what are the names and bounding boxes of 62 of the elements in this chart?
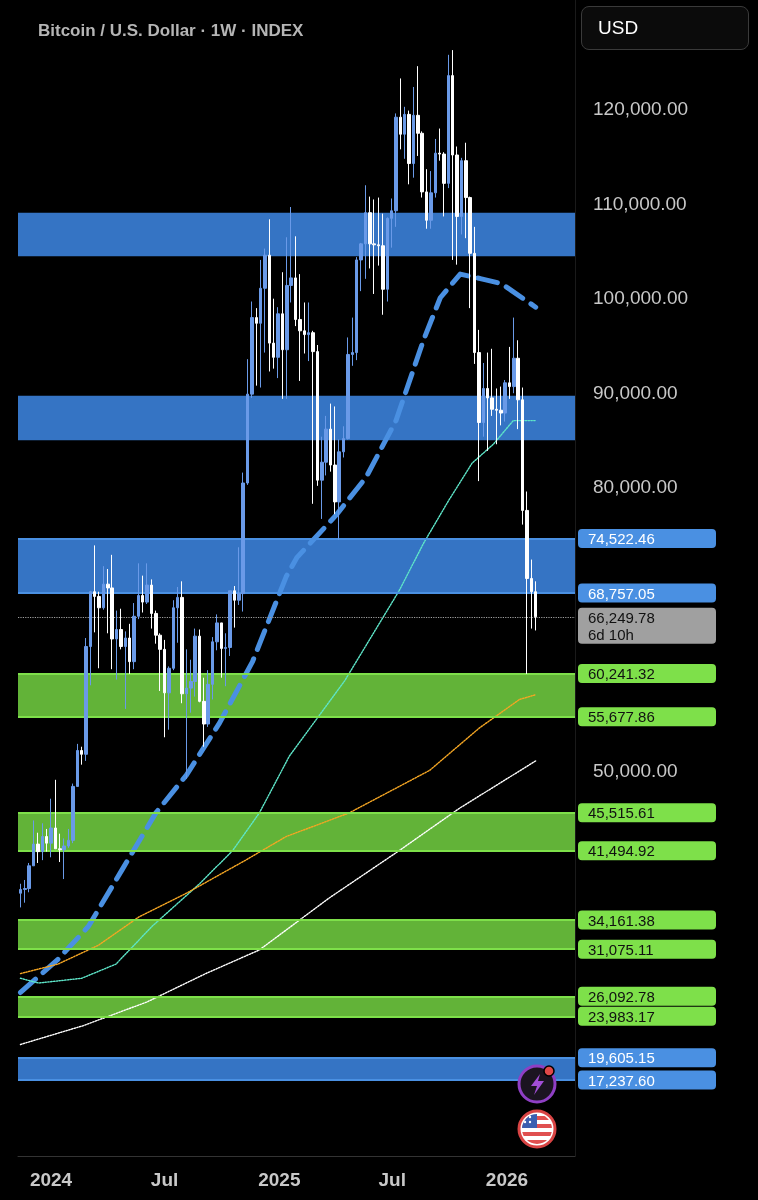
candlestick bbox=[80, 746, 83, 766]
candlestick bbox=[41, 822, 44, 861]
candlestick bbox=[49, 798, 53, 858]
ref-line-label: 66,249.78 6d 10h bbox=[588, 608, 655, 643]
ref-line-label: 55,677.86 bbox=[588, 708, 655, 726]
candlestick bbox=[512, 317, 516, 394]
ref-line-label: 34,161.38 bbox=[588, 911, 655, 929]
candlestick bbox=[141, 575, 144, 613]
candlestick bbox=[255, 307, 258, 387]
candlestick bbox=[333, 405, 337, 515]
ref-line-label: 74,522.46 bbox=[588, 530, 655, 548]
candlestick bbox=[412, 86, 415, 179]
x-tick-label: Jul bbox=[150, 1169, 179, 1190]
y-tick-label: 90,000.00 bbox=[593, 381, 678, 403]
candlestick bbox=[124, 630, 127, 710]
x-tick-label: Jul bbox=[378, 1169, 406, 1190]
candlestick bbox=[503, 379, 507, 423]
candlestick bbox=[128, 623, 131, 675]
candlestick bbox=[482, 362, 485, 438]
y-tick-label: 120,000.00 bbox=[593, 98, 689, 120]
candlestick bbox=[102, 565, 105, 611]
candlestick bbox=[220, 622, 223, 679]
candlestick bbox=[281, 271, 284, 400]
candlestick bbox=[407, 110, 411, 185]
x-tick-label: 2025 bbox=[258, 1169, 301, 1190]
text: USD bbox=[581, 6, 749, 50]
candlestick bbox=[180, 580, 184, 704]
ref-line-label: 68,757.05 bbox=[588, 584, 655, 602]
candlestick bbox=[276, 306, 280, 379]
line-series bbox=[19, 760, 537, 1046]
ref-line-label: 60,241.32 bbox=[588, 665, 655, 683]
x-tick-label: 2026 bbox=[485, 1169, 529, 1190]
line-series bbox=[19, 694, 537, 975]
x-tick-label: 2024 bbox=[29, 1169, 73, 1190]
candlestick bbox=[145, 562, 149, 605]
candlestick bbox=[268, 218, 271, 372]
y-tick-label: 50,000.00 bbox=[593, 759, 678, 781]
ref-line-label: 41,494.92 bbox=[588, 842, 655, 860]
candlestick bbox=[447, 54, 450, 189]
y-tick-label: 80,000.00 bbox=[593, 476, 678, 498]
candlestick bbox=[508, 346, 511, 400]
candlestick bbox=[36, 832, 40, 864]
candlestick bbox=[233, 585, 236, 629]
text: Bitcoin / U.S. Dollar · 1W · INDEX bbox=[38, 21, 305, 40]
y-tick-label: 110,000.00 bbox=[593, 192, 687, 214]
ref-line-label: 26,092.78 bbox=[588, 987, 655, 1005]
candlestick bbox=[45, 828, 48, 853]
ref-line-label: 17,237.60 bbox=[588, 1071, 655, 1089]
ref-line-label: 23,983.17 bbox=[588, 1007, 655, 1025]
line-series bbox=[19, 419, 537, 984]
candlestick bbox=[115, 610, 118, 681]
candlestick bbox=[311, 330, 315, 505]
ref-line-label: 45,515.61 bbox=[588, 804, 655, 822]
ref-line-label: 31,075.11 bbox=[588, 940, 654, 958]
y-tick-label: 100,000.00 bbox=[593, 287, 689, 309]
candlestick bbox=[119, 608, 123, 650]
candlestick bbox=[110, 554, 114, 670]
ref-line-label: 19,605.15 bbox=[588, 1049, 655, 1067]
candlestick bbox=[403, 106, 406, 160]
candlestick bbox=[307, 301, 310, 362]
candlestick bbox=[399, 77, 402, 150]
candlestick bbox=[460, 157, 463, 235]
